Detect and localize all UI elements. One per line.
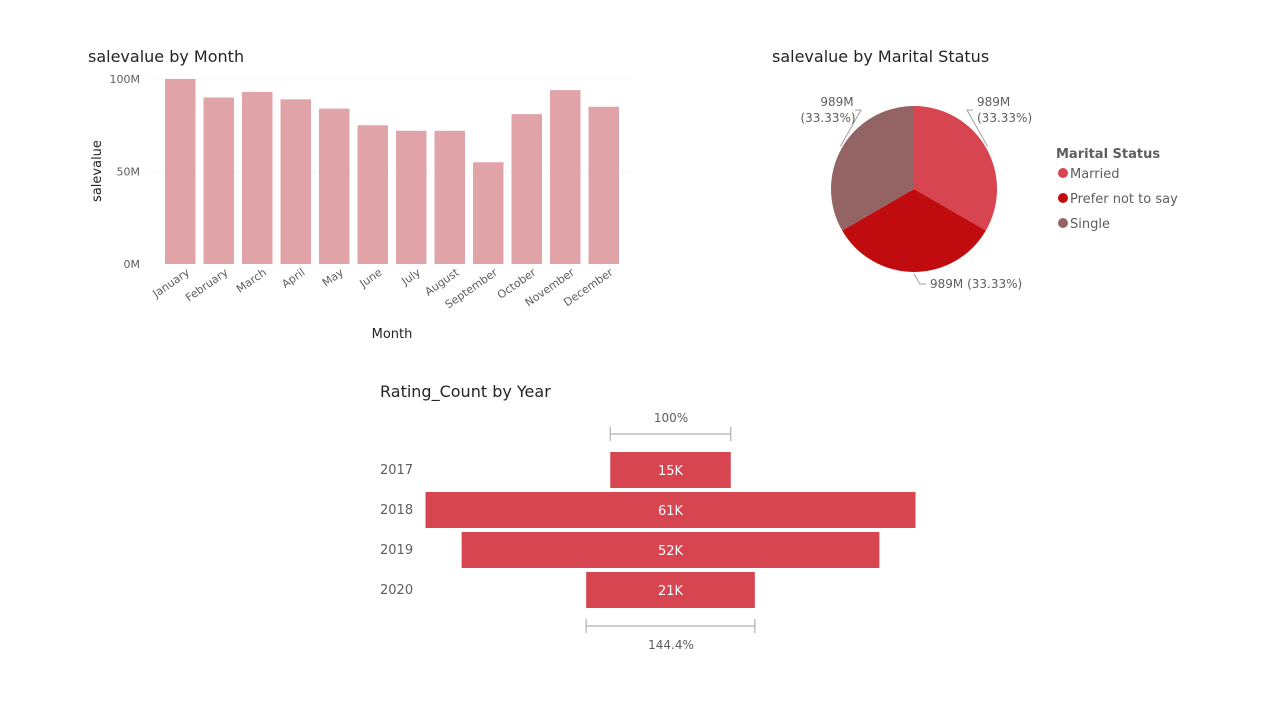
leader-line bbox=[839, 109, 862, 147]
y-tick-label: 50M bbox=[117, 166, 141, 179]
funnel-value-label: 21K bbox=[658, 584, 684, 599]
funnel-bar[interactable] bbox=[425, 492, 916, 528]
funnel-top-bracket: 100% bbox=[609, 411, 732, 441]
x-tick-label: April bbox=[279, 266, 307, 291]
bars bbox=[165, 79, 620, 265]
x-axis-title: Month bbox=[372, 327, 413, 342]
pie-slice[interactable] bbox=[914, 106, 998, 231]
funnel-bottom-bracket: 144.4% bbox=[585, 619, 756, 652]
bar[interactable] bbox=[280, 99, 312, 264]
chart-title: salevalue by Marital Status bbox=[772, 47, 989, 66]
x-tick-label: July bbox=[398, 266, 423, 289]
salevalue-by-marital-status-chart: salevalue by Marital Status 989M (33.33%)… bbox=[772, 47, 1178, 291]
bar[interactable] bbox=[165, 79, 196, 264]
legend[interactable]: Marital Status Married Prefer not to say S… bbox=[1056, 147, 1178, 232]
bar[interactable] bbox=[396, 130, 427, 264]
funnel-category-label: 2020 bbox=[380, 583, 413, 598]
bar[interactable] bbox=[242, 91, 273, 264]
pie-value-label: 989M bbox=[820, 95, 853, 109]
funnel-category-label: 2018 bbox=[380, 503, 413, 518]
bar[interactable] bbox=[319, 108, 350, 264]
leader-line bbox=[966, 109, 989, 147]
legend-marker bbox=[1058, 218, 1068, 228]
bar[interactable] bbox=[588, 106, 620, 264]
legend-item-label[interactable]: Prefer not to say bbox=[1070, 192, 1178, 207]
funnel-category-label: 2017 bbox=[380, 463, 413, 478]
funnel-category-label: 2019 bbox=[380, 543, 413, 558]
pie-slice[interactable] bbox=[842, 189, 986, 273]
funnel-value-label: 15K bbox=[658, 464, 684, 479]
x-tick-label: March bbox=[234, 266, 269, 296]
pie-slices bbox=[830, 106, 998, 273]
rating-count-by-year-chart: Rating_Count by Year 100% 2017 15K 2018 61K… bbox=[380, 382, 916, 652]
bar[interactable] bbox=[434, 130, 466, 264]
leader-line bbox=[913, 273, 926, 285]
bar[interactable] bbox=[511, 114, 543, 265]
pie-slice[interactable] bbox=[830, 106, 914, 231]
funnel-bar[interactable] bbox=[586, 572, 755, 608]
bar[interactable] bbox=[473, 162, 504, 264]
legend-title: Marital Status bbox=[1056, 147, 1160, 162]
x-tick-label: June bbox=[357, 266, 385, 291]
funnel-value-label: 52K bbox=[658, 544, 684, 559]
bar[interactable] bbox=[550, 90, 581, 264]
bracket-line bbox=[585, 619, 756, 633]
legend-item-label[interactable]: Single bbox=[1070, 217, 1110, 232]
pie-pct-label: (33.33%) bbox=[800, 111, 855, 125]
bar[interactable] bbox=[357, 125, 389, 264]
bracket-line bbox=[609, 427, 732, 441]
pie-value-label: 989M bbox=[977, 95, 1010, 109]
x-tick-label: February bbox=[183, 266, 231, 305]
legend-item-label[interactable]: Married bbox=[1070, 167, 1120, 182]
funnel-bottom-label: 144.4% bbox=[648, 638, 694, 652]
funnel-bars: 2017 15K 2018 61K 2019 52K 2020 21K bbox=[380, 452, 916, 608]
y-tick-label: 100M bbox=[110, 73, 141, 86]
legend-marker bbox=[1058, 193, 1068, 203]
legend-marker bbox=[1058, 168, 1068, 178]
pie-data-labels: 989M (33.33%) 989M (33.33%) 989M (33.33%) bbox=[800, 95, 1032, 291]
bar[interactable] bbox=[203, 97, 235, 265]
funnel-value-label: 61K bbox=[658, 504, 684, 519]
y-axis-ticks: 0M 50M 100M bbox=[110, 73, 141, 271]
chart-title: salevalue by Month bbox=[88, 47, 244, 66]
x-tick-label: May bbox=[320, 266, 346, 290]
chart-title: Rating_Count by Year bbox=[380, 382, 551, 402]
pie-pct-label: (33.33%) bbox=[977, 111, 1032, 125]
funnel-bar[interactable] bbox=[610, 452, 731, 488]
funnel-bar[interactable] bbox=[461, 532, 880, 568]
y-axis-title: salevalue bbox=[90, 140, 105, 202]
funnel-top-label: 100% bbox=[654, 411, 688, 425]
y-tick-label: 0M bbox=[124, 258, 141, 271]
pie-value-label: 989M (33.33%) bbox=[930, 277, 1022, 291]
